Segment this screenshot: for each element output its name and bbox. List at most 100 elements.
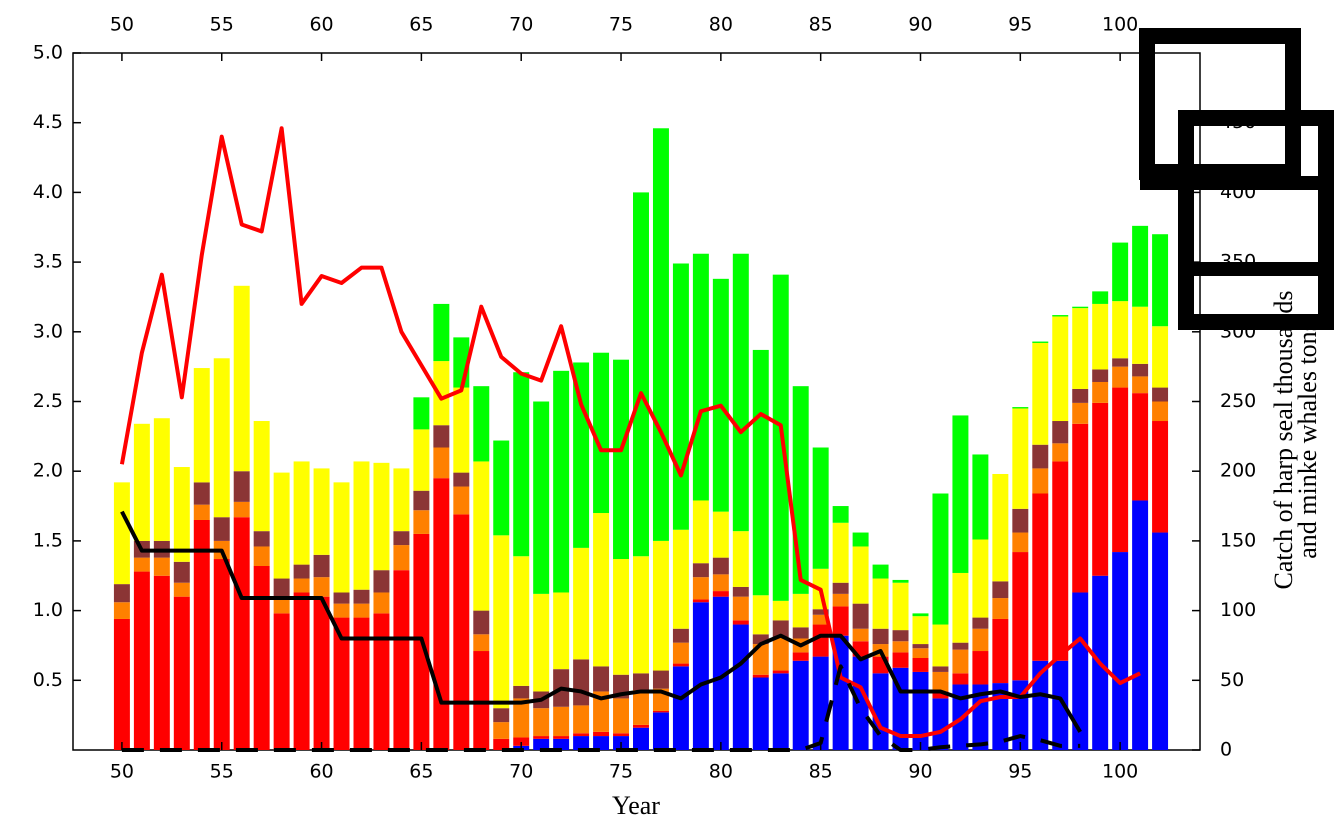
x-tick-label-top: 90: [908, 14, 932, 36]
bar-segment: [672, 529, 689, 629]
bar-segment: [1032, 468, 1049, 494]
bar-segment: [333, 617, 350, 750]
bar-segment: [433, 303, 450, 362]
bar-segment: [772, 673, 789, 750]
bar-segment: [952, 642, 969, 650]
x-tick-label-top: 70: [509, 14, 533, 36]
bar-segment: [1072, 402, 1089, 424]
bar-segment: [573, 736, 590, 750]
bar-segment: [1012, 508, 1029, 533]
bar-segment: [1032, 342, 1049, 445]
x-tick-label: 100: [1102, 761, 1138, 783]
bar-segment: [513, 698, 530, 738]
bar-segment: [193, 368, 210, 483]
bar-segment: [1052, 443, 1069, 462]
x-tick-label-top: 85: [809, 14, 833, 36]
y-tick-label: 1.0: [33, 599, 63, 621]
bar-segment: [772, 637, 789, 671]
x-tick-label: 55: [210, 761, 234, 783]
x-tick-label: 80: [709, 761, 733, 783]
bar-segment: [493, 535, 510, 709]
bar-segment: [892, 641, 909, 653]
bar-segment: [1112, 387, 1129, 553]
bar-segment: [573, 547, 590, 660]
bar-segment: [732, 253, 749, 532]
y-tick-label: 3.5: [33, 251, 63, 273]
bar-segment: [473, 651, 490, 750]
bar-segment: [633, 556, 649, 674]
bar-segment: [712, 596, 729, 750]
bar-segment: [1052, 315, 1069, 317]
bar-segment: [373, 592, 390, 614]
bar-segment: [692, 563, 709, 578]
bar-segment: [173, 561, 190, 583]
bar-segment: [932, 698, 949, 750]
bar-segment: [613, 698, 630, 734]
bar-segment: [1052, 316, 1069, 422]
bar-segment: [273, 578, 290, 600]
y-tick-label: 5.0: [33, 42, 63, 64]
bar-segment: [692, 500, 709, 564]
bar-segment: [812, 447, 829, 569]
bar-segment: [153, 418, 170, 541]
bar-segment: [1112, 301, 1129, 359]
bar-segment: [892, 667, 909, 750]
bar-segment: [912, 616, 929, 645]
bar-segment: [453, 486, 470, 515]
bar-segment: [353, 617, 370, 750]
y-tick-label: 0.5: [33, 669, 63, 691]
bar-segment: [393, 468, 410, 532]
bar-segment: [1112, 366, 1129, 388]
line: [121, 664, 1081, 752]
bar-segment: [712, 557, 729, 575]
bar-segment: [872, 578, 889, 629]
bar-segment: [992, 618, 1009, 684]
y2-tick-label: 200: [1220, 460, 1256, 482]
bar-segment: [972, 454, 989, 540]
bar-segment: [692, 577, 709, 600]
bar-segment: [273, 472, 290, 579]
x-tick-label: 65: [409, 761, 433, 783]
bar-segment: [493, 722, 510, 739]
bar-segment: [792, 593, 809, 628]
bar-segment: [672, 263, 689, 530]
bar-segment: [273, 599, 290, 614]
bar-segment: [652, 710, 669, 713]
bar-segment: [992, 581, 1009, 599]
bar-segment: [393, 545, 410, 571]
y2-tick-label: 250: [1220, 390, 1256, 412]
bar-segment: [1132, 500, 1149, 750]
y-tick-label: 2.5: [33, 390, 63, 412]
bar-segment: [553, 370, 570, 593]
bar-segment: [912, 648, 929, 658]
bar-segment: [473, 634, 490, 652]
bar-segment: [872, 673, 889, 750]
y-tick-label: 3.0: [33, 320, 63, 342]
bar-segment: [633, 724, 649, 728]
bar-segment: [193, 519, 210, 750]
x-tick-label: 90: [908, 761, 932, 783]
bar-segment: [173, 467, 190, 562]
y2-tick-label: 50: [1220, 669, 1244, 691]
y-tick-label: 4.5: [33, 111, 63, 133]
bar-segment: [1132, 376, 1149, 394]
x-tick-label-top: 55: [210, 14, 234, 36]
bar-segment: [1012, 532, 1029, 553]
bar-segment: [1092, 291, 1109, 304]
bar-segment: [1132, 363, 1149, 377]
y2-axis-title: Catch of harp seal thousands: [1269, 291, 1298, 590]
bar-segment: [1012, 408, 1029, 509]
bar-segment: [333, 603, 350, 618]
y2-tick-label: 100: [1220, 599, 1256, 621]
bar-segment: [233, 285, 250, 472]
bar-segment: [792, 627, 809, 639]
bar-segment: [193, 482, 210, 505]
bar-segment: [1032, 444, 1049, 469]
overlay-bar: [1180, 262, 1330, 276]
bar-segment: [832, 522, 849, 583]
bar-segment: [593, 736, 610, 750]
bar-segment: [413, 397, 430, 430]
bar-segment: [1092, 402, 1109, 576]
bar-segment: [892, 630, 909, 642]
bar-segment: [293, 578, 310, 593]
